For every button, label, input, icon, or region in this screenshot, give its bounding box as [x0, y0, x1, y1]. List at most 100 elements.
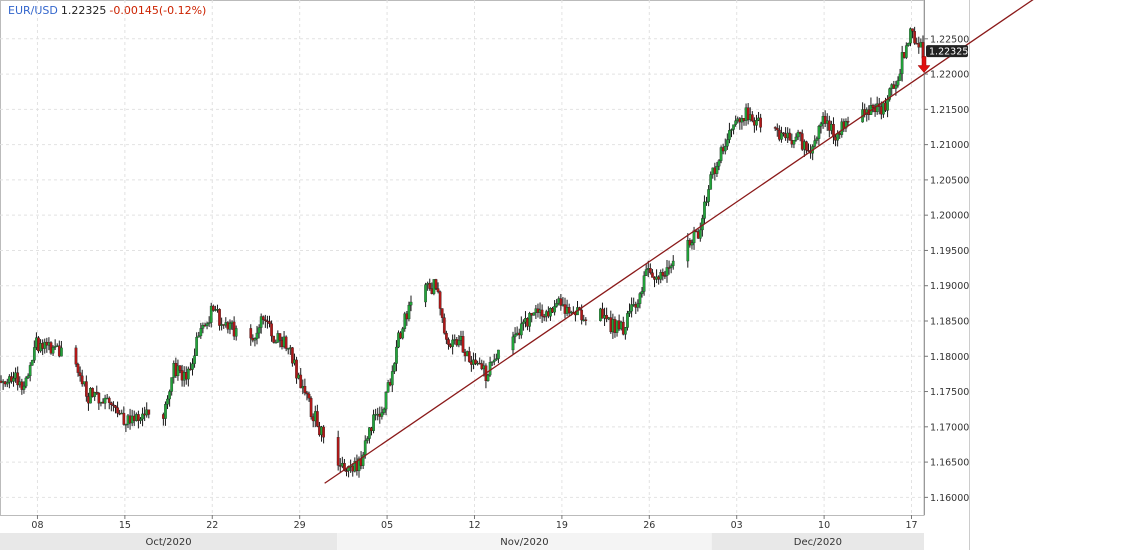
- candle-up: [253, 338, 257, 341]
- month-band: [0, 533, 338, 550]
- candle-down: [299, 374, 303, 389]
- candle-down: [584, 319, 588, 321]
- y-tick-label: 1.20000: [930, 211, 969, 222]
- candle-up: [201, 324, 205, 329]
- candle-up: [671, 260, 675, 266]
- price-change-label: -0.00145(-0.12%): [109, 4, 207, 17]
- candle-down: [436, 288, 440, 292]
- candle-up: [728, 130, 731, 140]
- last-price-tag-label: 1.22325: [929, 47, 968, 58]
- candle-up: [255, 332, 259, 339]
- candle-up: [796, 131, 800, 138]
- candle-up: [286, 348, 290, 350]
- candle-up: [228, 323, 232, 330]
- candle-up: [628, 310, 631, 314]
- candle-up: [170, 377, 174, 392]
- candle-up: [686, 240, 690, 262]
- candle-up: [815, 138, 819, 141]
- chart-header: EUR/USD 1.22325 -0.00145(-0.12%): [8, 4, 206, 17]
- candle-up: [900, 52, 904, 75]
- candle-up: [176, 365, 180, 377]
- candle-down: [461, 336, 465, 353]
- candle-up: [555, 303, 559, 307]
- candle-down: [109, 402, 113, 406]
- candle-up: [26, 375, 30, 379]
- candle-down: [746, 107, 750, 120]
- y-tick-label: 1.22500: [930, 34, 969, 45]
- candle-down: [147, 409, 151, 415]
- candle-down: [823, 116, 827, 124]
- candle-up: [624, 327, 627, 335]
- candle-down: [442, 317, 446, 334]
- candle-up: [407, 304, 411, 320]
- candle-down: [445, 332, 448, 340]
- candle-down: [540, 309, 544, 317]
- candle-down: [291, 347, 294, 364]
- candle-down: [218, 309, 221, 326]
- candle-down: [542, 316, 546, 318]
- y-tick-label: 1.16000: [930, 493, 969, 504]
- candle-up: [709, 174, 713, 190]
- candle-up: [492, 359, 496, 362]
- candle-down: [782, 132, 785, 134]
- candle-down: [601, 308, 604, 319]
- month-label: Nov/2020: [500, 537, 548, 548]
- y-tick-label: 1.19500: [930, 246, 969, 257]
- candle-down: [805, 141, 808, 151]
- candle-down: [648, 268, 652, 273]
- candle-up: [365, 438, 369, 441]
- month-band: [711, 533, 924, 550]
- candle-up: [698, 229, 702, 239]
- y-tick-label: 1.17500: [930, 387, 969, 398]
- down-arrow-icon: [917, 56, 931, 73]
- x-tick-label: 22: [206, 520, 218, 531]
- candle-down: [921, 42, 925, 59]
- candle-up: [894, 85, 898, 89]
- month-label: Dec/2020: [794, 537, 842, 548]
- candle-down: [78, 372, 82, 377]
- candle-up: [451, 339, 454, 347]
- candle-down: [295, 359, 298, 379]
- candle-up: [888, 88, 892, 100]
- candle-up: [659, 272, 663, 280]
- candle-down: [278, 333, 282, 341]
- candle-down: [438, 291, 442, 309]
- candle-down: [913, 31, 916, 44]
- candle-up: [725, 139, 729, 147]
- candle-down: [305, 392, 309, 395]
- candle-up: [904, 45, 908, 58]
- candle-up: [909, 28, 912, 44]
- candle-up: [494, 358, 498, 361]
- y-tick-label: 1.19000: [930, 281, 969, 292]
- candle-down: [605, 315, 608, 320]
- x-tick-label: 26: [643, 520, 655, 531]
- candle-up: [22, 385, 26, 390]
- candle-down: [667, 267, 671, 269]
- candle-up: [32, 347, 36, 361]
- candle-down: [112, 404, 115, 407]
- candle-up: [363, 440, 367, 456]
- candle-up: [513, 334, 517, 338]
- candle-down: [336, 437, 340, 466]
- candle-down: [694, 230, 698, 232]
- candle-down: [807, 150, 810, 152]
- candle-down: [663, 275, 667, 277]
- candle-up: [844, 121, 848, 129]
- candle-down: [559, 298, 563, 306]
- candle-down: [474, 359, 477, 364]
- x-tick-label: 10: [818, 520, 830, 531]
- candle-up: [640, 291, 644, 294]
- candle-down: [137, 414, 140, 421]
- x-tick-label: 29: [294, 520, 306, 531]
- candle-up: [195, 336, 199, 356]
- candle-up: [886, 99, 889, 111]
- candle-down: [447, 339, 450, 345]
- candle-down: [759, 117, 762, 128]
- candle-down: [871, 105, 875, 108]
- y-tick-label: 1.21000: [930, 140, 969, 151]
- candle-down: [651, 272, 654, 278]
- candle-up: [817, 126, 821, 139]
- x-tick-label: 08: [31, 520, 43, 531]
- candle-down: [322, 426, 325, 438]
